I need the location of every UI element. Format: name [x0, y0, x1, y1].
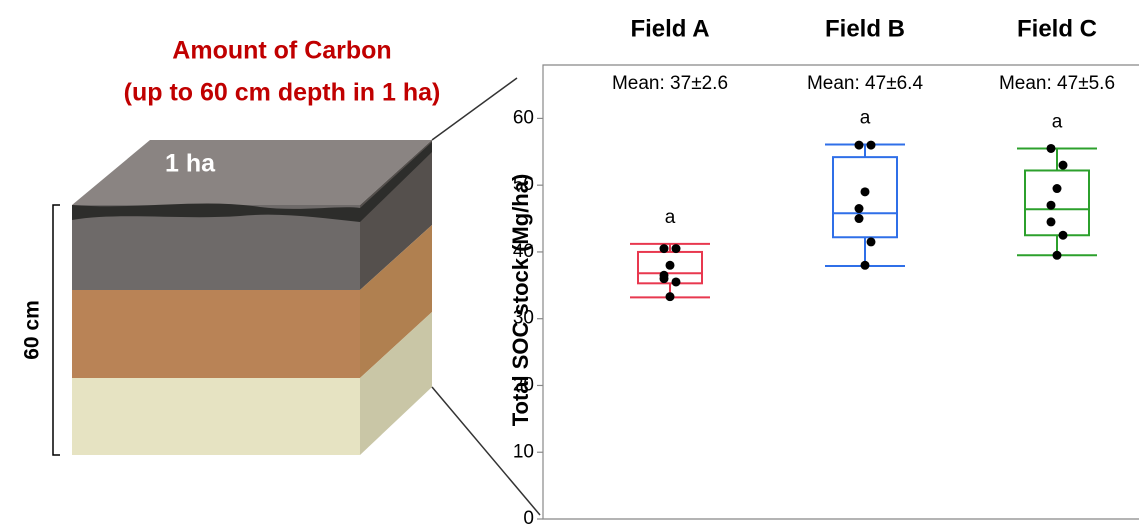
field-header: Field A	[630, 15, 709, 42]
data-point	[1053, 184, 1062, 193]
mean-label: Mean: 37±2.6	[612, 73, 728, 94]
data-point	[1047, 217, 1056, 226]
data-point	[660, 244, 669, 253]
depth-label: 60 cm	[21, 300, 44, 360]
plot: 0 10 20 30 40 50 60 Field A Mean: 37±2.6 a Field B…	[513, 15, 1139, 527]
data-point	[666, 261, 675, 270]
y-tick-label: 60	[513, 107, 534, 128]
data-point	[867, 141, 876, 150]
diagram-title: Amount of Carbon	[172, 37, 391, 65]
data-point	[855, 214, 864, 223]
diagram-subtitle: (up to 60 cm depth in 1 ha)	[124, 79, 441, 107]
figure: 1 ha 60 cm Amount of Carbon (up to 60 cm…	[0, 0, 1139, 527]
group-letter: a	[665, 207, 676, 228]
y-tick-label: 40	[513, 241, 534, 262]
area-label: 1 ha	[165, 150, 216, 178]
y-tick-label: 20	[513, 374, 534, 395]
group-letter: a	[860, 107, 871, 128]
y-tick-label: 10	[513, 441, 534, 462]
box	[833, 157, 897, 237]
group-letter: a	[1052, 111, 1063, 132]
mean-label: Mean: 47±5.6	[999, 73, 1115, 94]
layer-bottom	[72, 378, 360, 455]
mean-label: Mean: 47±6.4	[807, 73, 923, 94]
data-point	[1059, 231, 1068, 240]
y-tick-label: 30	[513, 308, 534, 329]
data-point	[855, 204, 864, 213]
soil-cube: 1 ha	[72, 140, 432, 455]
y-tick-label: 0	[523, 508, 534, 527]
data-point	[660, 274, 669, 283]
axis-frame	[543, 65, 1139, 519]
box	[1025, 170, 1089, 235]
field-header: Field C	[1017, 15, 1097, 42]
data-point	[672, 244, 681, 253]
data-point	[1047, 144, 1056, 153]
data-point	[666, 292, 675, 301]
data-point	[672, 277, 681, 286]
data-point	[861, 187, 870, 196]
field-header: Field B	[825, 15, 905, 42]
data-point	[1059, 161, 1068, 170]
data-point	[1053, 251, 1062, 260]
data-point	[855, 141, 864, 150]
data-point	[867, 237, 876, 246]
depth-bracket	[53, 205, 60, 455]
data-point	[861, 261, 870, 270]
y-tick-label: 50	[513, 174, 534, 195]
layer-topsoil	[72, 205, 360, 290]
data-point	[1047, 201, 1056, 210]
layer-subsoil	[72, 290, 360, 378]
zoom-line	[432, 78, 517, 140]
